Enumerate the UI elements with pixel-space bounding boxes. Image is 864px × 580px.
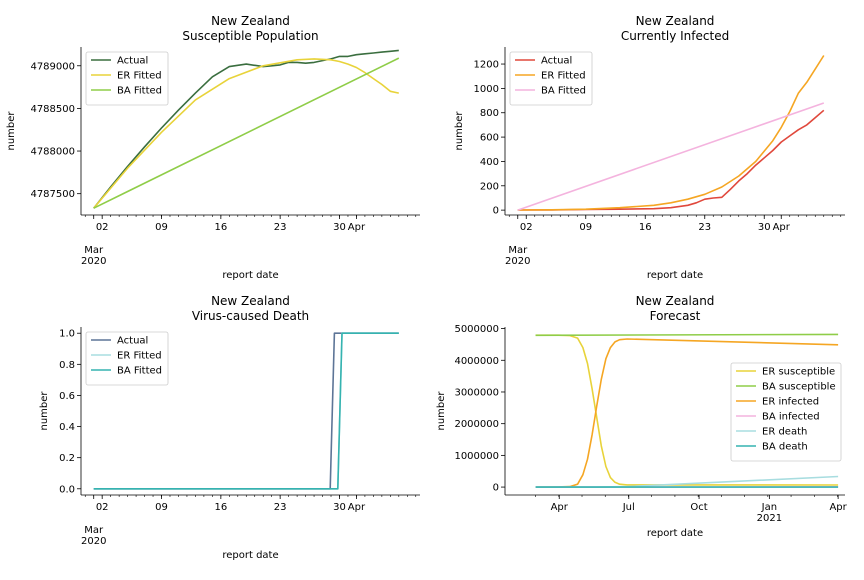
- y-tick-label: 0: [493, 206, 499, 217]
- legend-entry: ER Fitted: [541, 71, 586, 82]
- x-axis-label: report date: [222, 550, 278, 561]
- y-tick-label: 4000000: [454, 356, 499, 367]
- y-tick-label: 0.4: [59, 422, 75, 433]
- legend-entry: ER Fitted: [117, 351, 162, 362]
- chart-title-line: New Zealand: [211, 14, 290, 28]
- y-tick-label: 4788000: [30, 147, 75, 158]
- legend-entry: ER Fitted: [117, 71, 162, 82]
- x-month-label: 2020: [505, 256, 530, 267]
- x-month-label: Mar: [84, 525, 104, 536]
- y-tick-label: 1200: [474, 60, 499, 71]
- x-month-label: 2020: [81, 536, 106, 547]
- y-tick-label: 0: [493, 483, 499, 494]
- y-tick-label: 0.2: [59, 453, 75, 464]
- chart-title-line: Susceptible Population: [182, 29, 318, 43]
- x-tick-label: Apr: [829, 502, 847, 513]
- y-tick-label: 0.0: [59, 484, 75, 495]
- legend-entry: Actual: [541, 56, 572, 67]
- x-tick-label: 23: [698, 222, 711, 233]
- x-tick-label: 02: [96, 222, 109, 233]
- y-axis-label: number: [454, 111, 465, 151]
- legend-entry: BA Fitted: [117, 366, 162, 377]
- x-tick-label: 09: [155, 502, 168, 513]
- x-tick-label: Oct: [690, 502, 707, 513]
- chart-title-line: Forecast: [650, 309, 701, 323]
- y-tick-label: 2000000: [454, 419, 499, 430]
- y-tick-label: 1000: [474, 84, 499, 95]
- x-tick-label: 30: [333, 222, 346, 233]
- series-line-ba-susceptible: [536, 334, 839, 335]
- chart-title-line: Currently Infected: [621, 29, 729, 43]
- legend-entry: BA Fitted: [541, 86, 586, 97]
- y-axis-label: number: [436, 391, 447, 431]
- chart-title-line: Virus-caused Death: [192, 309, 309, 323]
- chart-title-line: New Zealand: [636, 14, 715, 28]
- x-tick-label: 16: [214, 502, 227, 513]
- y-tick-label: 400: [480, 157, 499, 168]
- x-month-label: 2020: [81, 256, 106, 267]
- chart-title-line: New Zealand: [636, 294, 715, 308]
- x-tick-label: Apr: [348, 502, 366, 513]
- x-axis-label: report date: [647, 528, 703, 539]
- x-tick-label: Jul: [622, 502, 635, 513]
- legend-entry: ER susceptible: [762, 367, 835, 378]
- x-tick-label: 02: [96, 502, 109, 513]
- x-tick-label: Jan: [761, 502, 777, 513]
- y-axis-label: number: [39, 391, 50, 431]
- legend-entry: ER infected: [762, 397, 819, 408]
- legend-entry: BA infected: [762, 412, 820, 423]
- y-tick-label: 600: [480, 133, 499, 144]
- chart-title-line: New Zealand: [211, 294, 290, 308]
- y-tick-label: 1000000: [454, 451, 499, 462]
- x-tick-label: Apr: [551, 502, 569, 513]
- y-tick-label: 4787500: [30, 189, 75, 200]
- legend-entry: ER death: [762, 427, 807, 438]
- y-axis-label: number: [6, 111, 17, 151]
- x-tick-label: 16: [639, 222, 652, 233]
- y-tick-label: 0.6: [59, 391, 75, 402]
- x-tick-label: Apr: [348, 222, 366, 233]
- legend-entry: BA Fitted: [117, 86, 162, 97]
- x-tick-label: 02: [520, 222, 533, 233]
- x-tick-label: 09: [579, 222, 592, 233]
- y-tick-label: 4789000: [30, 61, 75, 72]
- legend-entry: BA death: [762, 442, 808, 453]
- legend-entry: BA susceptible: [762, 382, 836, 393]
- x-month-label: Mar: [84, 245, 104, 256]
- x-tick-label: Apr: [773, 222, 791, 233]
- x-axis-label: report date: [647, 270, 703, 281]
- x-tick-label: 2021: [757, 513, 782, 524]
- legend-entry: Actual: [117, 336, 148, 347]
- y-tick-label: 4788500: [30, 104, 75, 115]
- y-tick-label: 800: [480, 108, 499, 119]
- x-tick-label: 23: [274, 502, 287, 513]
- x-tick-label: 30: [758, 222, 771, 233]
- y-tick-label: 0.8: [59, 360, 75, 371]
- x-tick-label: 16: [214, 222, 227, 233]
- x-tick-label: 23: [274, 222, 287, 233]
- y-tick-label: 1.0: [59, 329, 75, 340]
- y-tick-label: 3000000: [454, 387, 499, 398]
- y-tick-label: 5000000: [454, 324, 499, 335]
- x-tick-label: 30: [333, 502, 346, 513]
- x-axis-label: report date: [222, 270, 278, 281]
- y-tick-label: 200: [480, 181, 499, 192]
- x-tick-label: 09: [155, 222, 168, 233]
- x-month-label: Mar: [508, 245, 528, 256]
- legend-entry: Actual: [117, 56, 148, 67]
